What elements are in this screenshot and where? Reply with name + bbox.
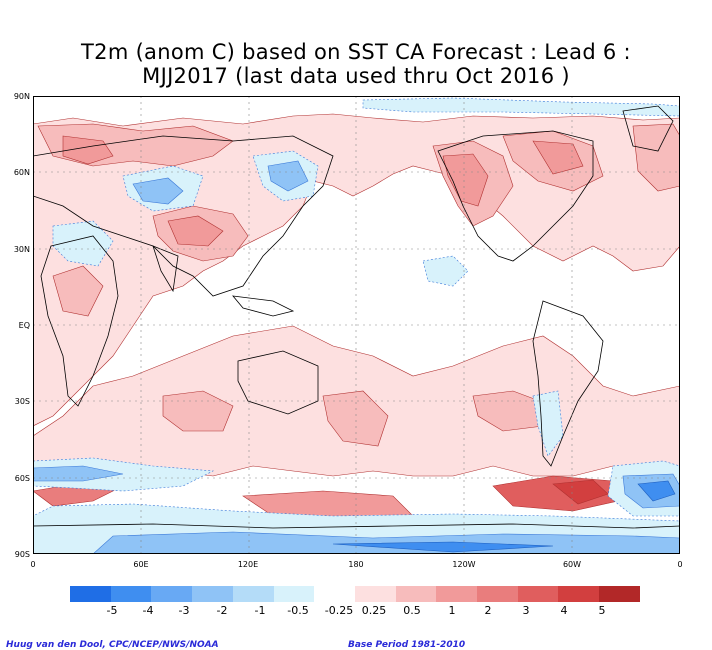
colorbar-tick-label: 1 <box>448 604 456 617</box>
colorbar-swatch <box>110 586 152 602</box>
colorbar-tick-label: 4 <box>560 604 568 617</box>
credit-author: Huug van den Dool, CPC/NCEP/NWS/NOAA <box>6 640 219 650</box>
warm-anomaly-strong-regions <box>62 135 584 247</box>
lat-label-30n: 30N <box>13 245 30 254</box>
colorbar-tick-label: 2 <box>484 604 492 617</box>
colorbar-tick-label: -4 <box>142 604 154 617</box>
colorbar-tick-label: -5 <box>106 604 118 617</box>
lon-label-60e: 60E <box>133 560 149 569</box>
lat-label-30s: 30S <box>14 397 30 406</box>
colorbar-swatch <box>232 586 274 602</box>
map-gridlines <box>33 96 680 554</box>
lat-label-60n: 60N <box>13 168 30 177</box>
lon-label-0-east: 0 <box>677 560 683 569</box>
colorbar-swatch <box>558 586 600 602</box>
colorbar-tick-label: -0.5 <box>287 604 309 617</box>
colorbar-tick-label: 0.25 <box>361 604 387 617</box>
lon-label-0: 0 <box>30 560 36 569</box>
colorbar-swatch <box>314 586 356 602</box>
lat-label-90s: 90S <box>14 550 30 559</box>
colorbar-tick-label: -3 <box>178 604 190 617</box>
colorbar-swatch <box>192 586 234 602</box>
coastlines <box>33 105 680 529</box>
lat-label-90n: 90N <box>13 92 30 101</box>
colorbar-swatch <box>599 586 641 602</box>
colorbar-swatch <box>436 586 478 602</box>
colorbar-swatch <box>70 586 112 602</box>
colorbar-tick-label: 3 <box>522 604 530 617</box>
colorbar-swatch <box>354 586 397 602</box>
title-line-1: T2m (anom C) based on SST CA Forecast : … <box>81 40 631 64</box>
colorbar-swatch <box>477 586 519 602</box>
colorbar-tick-label: -2 <box>216 604 228 617</box>
lon-label-120w: 120W <box>452 560 476 569</box>
lon-label-60w: 60W <box>562 560 582 569</box>
colorbar-tick-label: 5 <box>598 604 606 617</box>
colorbar-tick-label: -1 <box>254 604 266 617</box>
credit-base-period: Base Period 1981-2010 <box>348 640 466 650</box>
cool-anomaly-strong-regions <box>332 480 676 553</box>
map-border <box>33 96 680 554</box>
lat-label-60s: 60S <box>14 474 30 483</box>
title-line-2: MJJ2017 (last data used thru Oct 2016 ) <box>142 64 570 88</box>
colorbar-tick-label: -0.25 <box>324 604 354 617</box>
lon-label-180: 180 <box>348 560 364 569</box>
lat-label-eq: EQ <box>18 321 30 330</box>
colorbar-swatch <box>517 586 559 602</box>
colorbar-tick-label: 0.5 <box>403 604 421 617</box>
colorbar-swatch <box>273 586 315 602</box>
colorbar-swatch <box>395 586 437 602</box>
lon-label-120e: 120E <box>237 560 259 569</box>
anomaly-map <box>33 96 680 554</box>
colorbar-swatch <box>151 586 193 602</box>
